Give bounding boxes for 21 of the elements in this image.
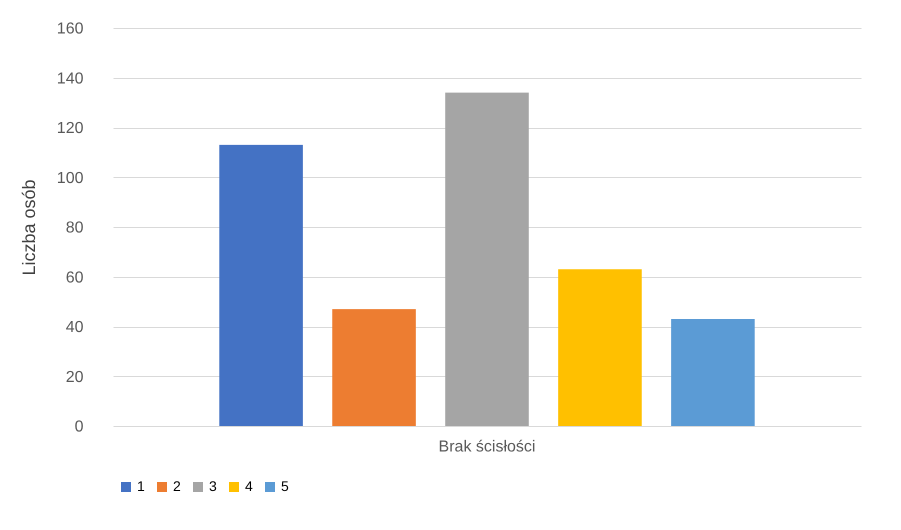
y-tick-label: 0 (74, 418, 84, 436)
legend-label: 2 (173, 478, 181, 494)
x-tick-label: Brak ścisłości (438, 438, 536, 456)
y-tick-label: 160 (56, 20, 84, 38)
bar (445, 92, 529, 426)
y-tick-label: 40 (66, 319, 84, 336)
y-tick-label: 120 (56, 120, 84, 137)
y-tick-label: 140 (56, 70, 84, 88)
y-tick-label: 100 (56, 170, 84, 187)
legend-label: 3 (209, 478, 217, 494)
bar (558, 269, 642, 426)
legend-label: 5 (281, 478, 289, 494)
y-axis-title: Liczba osób (18, 179, 39, 276)
y-tick-label: 80 (66, 220, 84, 236)
y-tick-label: 20 (66, 368, 84, 386)
y-tick-label: 60 (66, 269, 84, 286)
bar (671, 319, 755, 426)
bar (219, 144, 303, 426)
legend-label: 1 (137, 478, 145, 494)
legend-label: 4 (245, 478, 253, 494)
bar (332, 309, 416, 426)
